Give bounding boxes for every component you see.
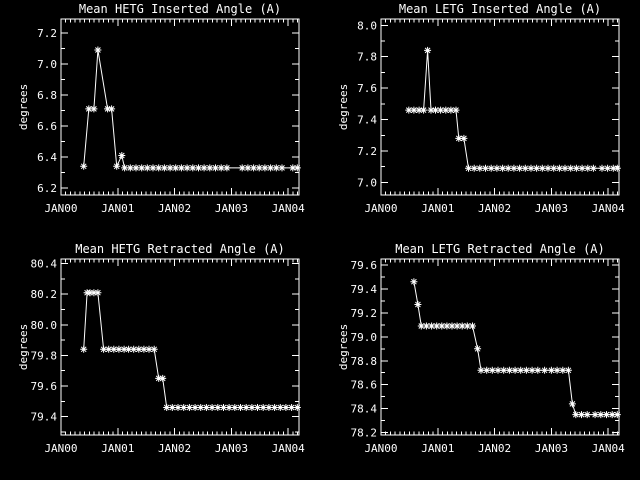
- axis-ticks: [380, 19, 619, 195]
- y-axis-label: degrees: [17, 84, 30, 130]
- y-tick-label: 7.0: [37, 58, 57, 71]
- data-line: [83, 292, 298, 408]
- axis-ticks: [380, 259, 619, 435]
- data-line: [83, 49, 298, 169]
- x-tick-label: JAN02: [158, 202, 191, 215]
- y-tick-label: 7.6: [357, 82, 377, 95]
- x-tick-label: JAN04: [592, 202, 625, 215]
- y-tick-label: 78.6: [351, 379, 378, 392]
- data-markers: [80, 289, 301, 411]
- y-tick-label: 78.2: [351, 427, 378, 440]
- plot-frame: [380, 18, 620, 196]
- data-markers: [410, 278, 621, 419]
- x-tick-label: JAN01: [101, 442, 134, 455]
- y-tick-label: 79.6: [31, 380, 58, 393]
- x-tick-label: JAN04: [272, 442, 305, 455]
- y-tick-label: 6.2: [37, 182, 57, 195]
- x-tick-label: JAN01: [101, 202, 134, 215]
- axis-ticks: [60, 19, 299, 195]
- plot-frame: [60, 18, 300, 196]
- x-tick-label: JAN03: [215, 442, 248, 455]
- chart-title: Mean HETG Inserted Angle (A): [79, 2, 281, 16]
- y-tick-label: 79.6: [351, 259, 378, 272]
- x-tick-label: JAN03: [215, 202, 248, 215]
- chart-mean-hetg-inserted-angle: Mean HETG Inserted Angle (A) degrees JAN00…: [17, 2, 305, 215]
- y-tick-label: 78.4: [351, 403, 378, 416]
- x-tick-label: JAN01: [421, 202, 454, 215]
- y-tick-label: 79.4: [351, 283, 378, 296]
- chart-title: Mean LETG Retracted Angle (A): [395, 242, 605, 256]
- y-tick-label: 8.0: [357, 19, 377, 32]
- y-tick-label: 80.4: [31, 258, 58, 271]
- y-tick-label: 78.8: [351, 355, 378, 368]
- x-tick-label: JAN03: [535, 202, 568, 215]
- x-tick-label: JAN04: [272, 202, 305, 215]
- y-tick-label: 7.4: [357, 114, 377, 127]
- y-tick-label: 79.4: [31, 411, 58, 424]
- y-tick-label: 80.2: [31, 288, 58, 301]
- y-tick-label: 79.8: [31, 349, 58, 362]
- y-axis-label: degrees: [337, 84, 350, 130]
- x-tick-label: JAN02: [478, 442, 511, 455]
- x-tick-label: JAN00: [364, 442, 397, 455]
- data-line: [413, 281, 618, 416]
- y-tick-label: 79.2: [351, 307, 378, 320]
- y-tick-label: 7.0: [357, 176, 377, 189]
- x-tick-label: JAN01: [421, 442, 454, 455]
- y-tick-label: 80.0: [31, 319, 58, 332]
- y-tick-label: 6.6: [37, 120, 57, 133]
- y-tick-label: 7.2: [357, 145, 377, 158]
- chart-title: Mean LETG Inserted Angle (A): [399, 2, 601, 16]
- plot-frame: [60, 258, 300, 436]
- y-tick-label: 6.8: [37, 89, 57, 102]
- data-markers: [405, 46, 621, 172]
- chart-title: Mean HETG Retracted Angle (A): [75, 242, 285, 256]
- x-tick-label: JAN00: [44, 442, 77, 455]
- plot-frame: [380, 258, 620, 436]
- y-tick-label: 79.0: [351, 331, 378, 344]
- y-tick-label: 7.2: [37, 27, 57, 40]
- x-tick-label: JAN03: [535, 442, 568, 455]
- chart-mean-hetg-retracted-angle: Mean HETG Retracted Angle (A) degrees JAN0…: [17, 242, 305, 455]
- y-axis-label: degrees: [17, 324, 30, 370]
- x-tick-label: JAN00: [364, 202, 397, 215]
- y-tick-label: 7.8: [357, 51, 377, 64]
- x-tick-label: JAN04: [592, 442, 625, 455]
- axis-ticks: [60, 259, 299, 435]
- x-tick-label: JAN02: [478, 202, 511, 215]
- chart-mean-letg-inserted-angle: Mean LETG Inserted Angle (A) degrees JAN00…: [337, 2, 625, 215]
- data-markers: [80, 46, 301, 172]
- chart-mean-letg-retracted-angle: Mean LETG Retracted Angle (A) degrees JAN0…: [337, 242, 625, 455]
- y-tick-label: 6.4: [37, 151, 57, 164]
- x-tick-label: JAN00: [44, 202, 77, 215]
- y-axis-label: degrees: [337, 324, 350, 370]
- x-tick-label: JAN02: [158, 442, 191, 455]
